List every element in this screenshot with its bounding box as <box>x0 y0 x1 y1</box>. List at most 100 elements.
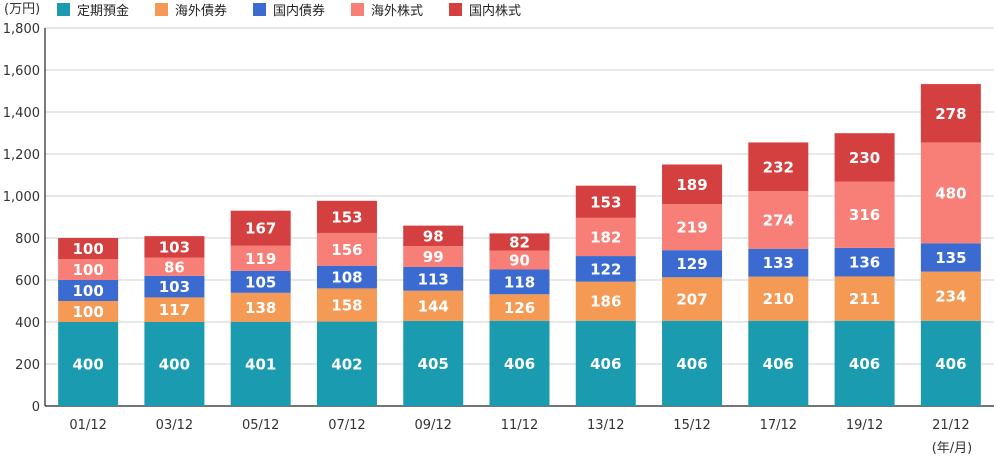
bar-segment <box>403 266 464 291</box>
x-axis-unit-label: (年/月) <box>932 441 973 456</box>
bar-segment <box>489 250 550 270</box>
y-tick-label: 600 <box>15 274 40 289</box>
x-tick-label: 19/12 <box>846 418 883 433</box>
data-label: 167 <box>245 220 276 238</box>
bar-segment <box>834 133 895 182</box>
x-tick-label: 17/12 <box>760 418 797 433</box>
bar-segment <box>403 290 464 321</box>
data-label: 186 <box>590 293 621 311</box>
bar-segment <box>489 320 550 406</box>
data-label: 189 <box>676 176 707 194</box>
x-tick-label: 15/12 <box>673 418 710 433</box>
bar-segment <box>58 301 119 322</box>
bar-segment <box>834 247 895 277</box>
data-label: 100 <box>72 282 103 300</box>
legend-swatch <box>449 3 462 16</box>
legend-label: 国内債券 <box>273 3 325 19</box>
data-label: 402 <box>331 355 362 373</box>
bar-segment <box>144 257 205 276</box>
data-label: 406 <box>676 355 707 373</box>
data-label: 230 <box>849 149 880 167</box>
bar-segment <box>920 84 981 143</box>
data-label: 86 <box>164 258 185 276</box>
bar-segment <box>316 232 377 266</box>
data-label: 105 <box>245 273 276 291</box>
data-label: 219 <box>676 219 707 237</box>
bar-segment <box>575 320 636 406</box>
data-label: 232 <box>763 158 794 176</box>
y-axis-ticks: 0 200 400 600 800 1,000 1,200 1,400 1,600 1,800 <box>3 22 40 415</box>
bar-segment <box>575 256 636 282</box>
data-label: 400 <box>159 356 190 374</box>
bar-segment <box>662 204 723 251</box>
data-label: 138 <box>245 299 276 317</box>
data-label: 103 <box>159 238 190 256</box>
data-label: 98 <box>423 227 444 245</box>
bar-segment <box>489 233 550 251</box>
data-label: 144 <box>418 297 449 315</box>
bar-segment <box>920 243 981 272</box>
y-tick-label: 1,600 <box>3 64 40 79</box>
data-label: 207 <box>676 291 707 309</box>
data-label: 113 <box>418 270 449 288</box>
y-tick-label: 400 <box>15 316 40 331</box>
data-label: 135 <box>935 249 966 267</box>
legend: 定期預金 海外債券 国内債券 海外株式 国内株式 <box>57 3 521 19</box>
data-label: 129 <box>676 255 707 273</box>
bar-segment <box>575 185 636 218</box>
bar-segment <box>316 321 377 406</box>
bar-segment <box>489 294 550 321</box>
bar-segment <box>662 320 723 406</box>
bar-segment <box>316 288 377 322</box>
bar-segment <box>748 276 809 321</box>
data-label: 182 <box>590 228 621 246</box>
bar-segment <box>58 238 119 259</box>
data-label: 211 <box>849 290 880 308</box>
y-tick-label: 200 <box>15 358 40 373</box>
x-tick-label: 03/12 <box>156 418 193 433</box>
bar-segment <box>230 245 291 271</box>
data-label: 158 <box>331 296 362 314</box>
y-tick-label: 800 <box>15 232 40 247</box>
bar-segment <box>662 277 723 321</box>
data-label: 153 <box>331 208 362 226</box>
bar-segment <box>58 322 119 406</box>
data-label: 136 <box>849 254 880 272</box>
data-label: 406 <box>849 355 880 373</box>
bar-segment <box>144 236 205 258</box>
data-label: 480 <box>935 184 966 202</box>
bar-segment <box>489 269 550 295</box>
x-tick-label: 01/12 <box>69 418 106 433</box>
data-label: 406 <box>763 355 794 373</box>
data-label: 156 <box>331 241 362 259</box>
data-label: 400 <box>72 356 103 374</box>
data-label: 122 <box>590 260 621 278</box>
bar-segment <box>144 275 205 298</box>
bar-segment <box>748 142 809 192</box>
bar-segment <box>144 322 205 406</box>
data-label: 119 <box>245 250 276 268</box>
bar-segment <box>662 250 723 278</box>
x-tick-label: 09/12 <box>414 418 451 433</box>
y-tick-label: 1,800 <box>3 22 40 37</box>
data-label: 133 <box>763 254 794 272</box>
data-label: 126 <box>504 299 535 317</box>
y-tick-label: 0 <box>32 400 40 415</box>
data-label: 406 <box>935 355 966 373</box>
data-label: 90 <box>509 252 530 270</box>
bar-segment <box>403 320 464 406</box>
data-label: 103 <box>159 278 190 296</box>
bar-segment <box>575 217 636 257</box>
data-label: 278 <box>935 105 966 123</box>
x-axis-ticks: 01/12 03/12 05/12 07/12 09/12 11/12 13/12 15/12… <box>69 418 969 433</box>
bar-segment <box>58 259 119 280</box>
legend-swatch <box>351 3 364 16</box>
bar-segment <box>230 321 291 406</box>
bar-segment <box>920 320 981 406</box>
bars: 400 100 100 100 100 400 117 103 86 103 401 138 105 11… <box>58 84 981 406</box>
legend-label: 海外株式 <box>371 4 423 19</box>
bar-segment <box>316 200 377 233</box>
bar-segment <box>575 281 636 321</box>
bar-segment <box>662 164 723 205</box>
bar-segment <box>230 292 291 322</box>
